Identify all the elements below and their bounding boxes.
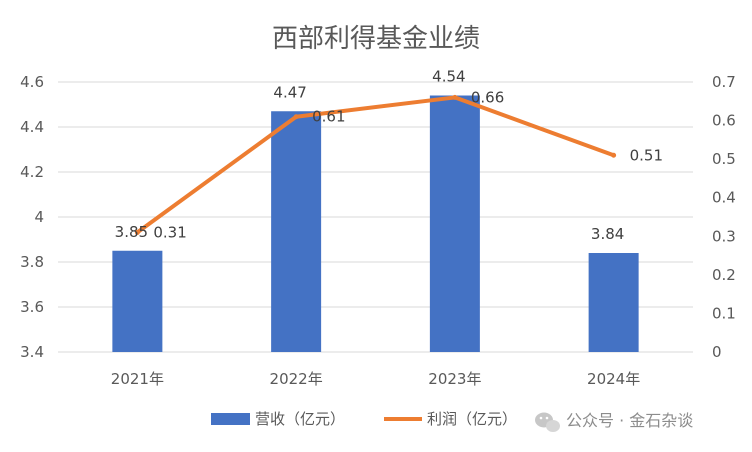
revenue-bar	[429, 95, 480, 352]
revenue-bar	[112, 250, 163, 352]
y-left-tick-label: 4	[34, 208, 44, 226]
chart-title: 西部利得基金业绩	[272, 24, 480, 54]
axes: 3.43.63.844.24.44.600.10.20.30.40.50.60.…	[20, 73, 736, 388]
y-right-tick-label: 0	[712, 343, 722, 361]
y-right-tick-label: 0.4	[712, 189, 736, 207]
x-tick-label: 2022年	[270, 370, 323, 388]
y-left-tick-label: 4.2	[20, 163, 44, 181]
y-left-tick-label: 3.6	[20, 298, 44, 316]
y-right-tick-label: 0.2	[712, 266, 736, 284]
profit-data-label: 0.66	[471, 88, 504, 106]
revenue-bar	[588, 253, 639, 352]
profit-data-label: 0.61	[312, 108, 345, 126]
profit-line	[134, 94, 617, 235]
revenue-data-label: 4.47	[273, 83, 306, 101]
revenue-data-label: 4.54	[432, 68, 465, 86]
y-left-tick-label: 4.4	[20, 118, 44, 136]
profit-point	[611, 152, 617, 158]
profit-series-line	[135, 95, 616, 235]
revenue-bars	[112, 95, 639, 352]
legend-label-revenue: 营收（亿元）	[255, 410, 345, 428]
y-right-tick-label: 0.6	[712, 112, 736, 130]
x-tick-label: 2023年	[428, 370, 481, 388]
data-labels: 3.85 4.47 4.54 3.84 0.31 0.61 0.66 0.51	[115, 68, 663, 244]
legend-swatch-revenue	[211, 413, 250, 425]
watermark-text: 公众号 · 金石杂谈	[566, 411, 693, 430]
y-left-tick-label: 3.4	[20, 343, 44, 361]
profit-data-label: 0.31	[153, 223, 186, 241]
legend-label-profit: 利润（亿元）	[427, 410, 517, 428]
gridlines	[58, 81, 693, 353]
y-right-tick-label: 0.1	[712, 304, 736, 322]
profit-point	[452, 94, 458, 100]
revenue-bar	[271, 111, 322, 352]
profit-point	[293, 114, 299, 120]
profit-point	[134, 229, 140, 235]
y-right-tick-label: 0.3	[712, 227, 736, 245]
revenue-data-label: 3.84	[591, 225, 624, 243]
legend: 营收（亿元） 利润（亿元）	[211, 410, 517, 428]
x-tick-label: 2021年	[111, 370, 164, 388]
revenue-data-label: 3.85	[115, 223, 148, 241]
watermark: 公众号 · 金石杂谈	[535, 411, 693, 432]
profit-data-label: 0.51	[630, 146, 663, 164]
y-left-tick-label: 4.6	[20, 73, 44, 91]
y-right-tick-label: 0.5	[712, 150, 736, 168]
y-left-tick-label: 3.8	[20, 253, 44, 271]
x-tick-label: 2024年	[587, 370, 640, 388]
wechat-icon	[535, 412, 560, 432]
y-right-tick-label: 0.7	[712, 73, 736, 91]
